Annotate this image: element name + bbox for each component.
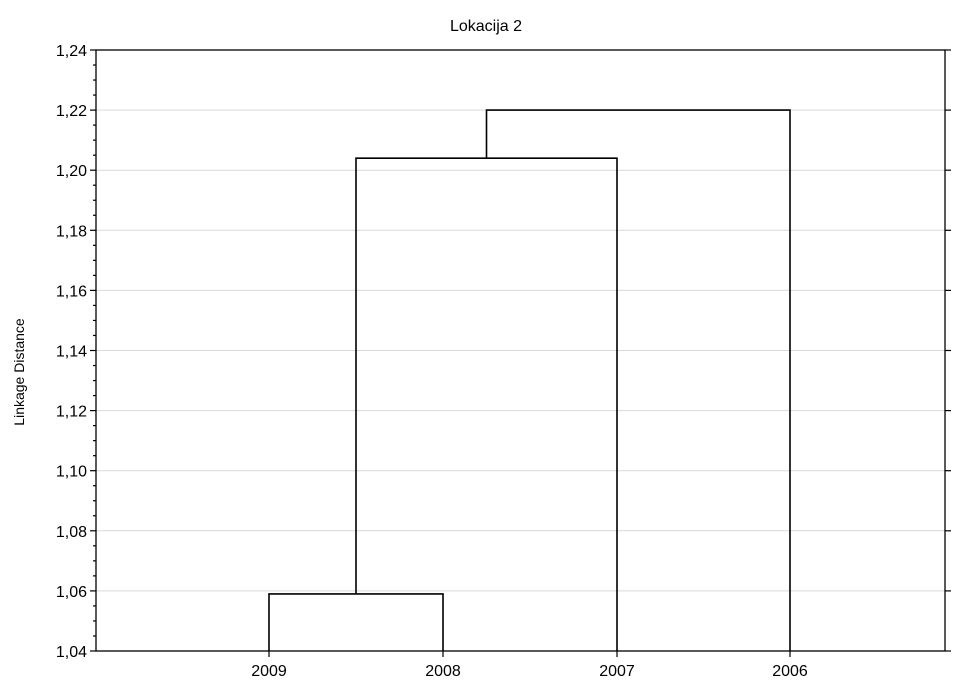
x-axis-ticks: 2009 2008 2007 2006 xyxy=(251,651,808,680)
x-tick-label: 2007 xyxy=(599,663,635,680)
dendrogram-link xyxy=(355,157,618,651)
y-tick-label: 1,22 xyxy=(56,103,87,120)
y-tick-label: 1,12 xyxy=(56,404,87,421)
gridlines xyxy=(96,109,945,592)
y-tick-label: 1,18 xyxy=(56,223,87,240)
y-tick-label: 1,14 xyxy=(56,344,87,361)
y-tick-label: 1,20 xyxy=(56,163,87,180)
y-tick-label: 1,24 xyxy=(56,43,87,60)
dendrogram-link xyxy=(268,593,444,651)
x-tick-label: 2006 xyxy=(772,663,808,680)
y-tick-label: 1,04 xyxy=(56,644,87,661)
y-axis-label: Linkage Distance xyxy=(11,318,27,426)
y-tick-label: 1,06 xyxy=(56,584,87,601)
y-tick-label: 1,08 xyxy=(56,524,87,541)
chart-title: Lokacija 2 xyxy=(450,18,522,35)
dendrogram-link xyxy=(485,109,791,651)
x-tick-label: 2008 xyxy=(425,663,461,680)
dendrogram-links xyxy=(268,109,791,651)
y-axis-ticks: 1,04 1,06 1,08 1,10 1,12 1,14 1,16 1,18 1,20 1,22… xyxy=(56,43,951,661)
y-tick-label: 1,10 xyxy=(56,464,87,481)
x-tick-label: 2009 xyxy=(251,663,287,680)
y-tick-label: 1,16 xyxy=(56,283,87,300)
